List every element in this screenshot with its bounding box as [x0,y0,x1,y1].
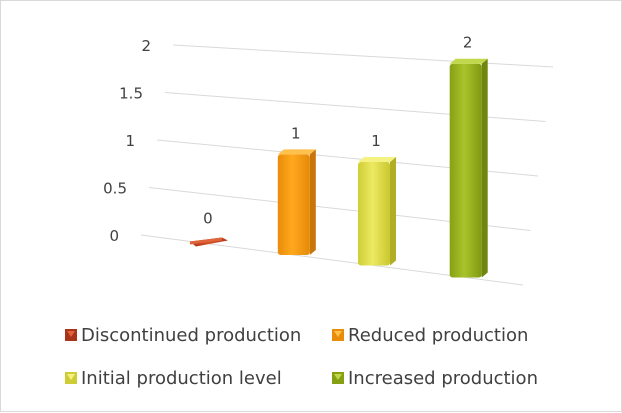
y-tick-label: 2 [141,37,151,55]
legend-label: Initial production level [81,368,282,389]
data-label: 1 [291,124,301,142]
legend-label: Reduced production [348,325,528,346]
legend-item-initial-production-level: Initial production level [65,368,282,389]
data-label: 0 [203,210,213,228]
legend-label: Increased production [348,368,538,389]
legend-label: Discontinued production [81,325,301,346]
legend-item-increased-production: Increased production [332,368,538,389]
bar-reduced-production [277,149,316,255]
bar-increased-production [449,58,488,278]
gridline-2 [172,44,554,68]
gridline-1.5 [164,92,546,122]
legend-item-reduced-production: Reduced production [332,325,528,346]
bar-initial-production-level [358,156,397,266]
legend-item-discontinued-production: Discontinued production [65,325,301,346]
y-tick-label: 1.5 [119,85,143,103]
bar-discontinued-production [189,237,228,247]
data-label: 2 [463,34,473,52]
data-label: 1 [371,132,381,150]
y-tick-label: 1 [125,132,135,150]
y-tick-label: 0 [109,227,119,245]
y-tick-label: 0.5 [103,180,127,198]
